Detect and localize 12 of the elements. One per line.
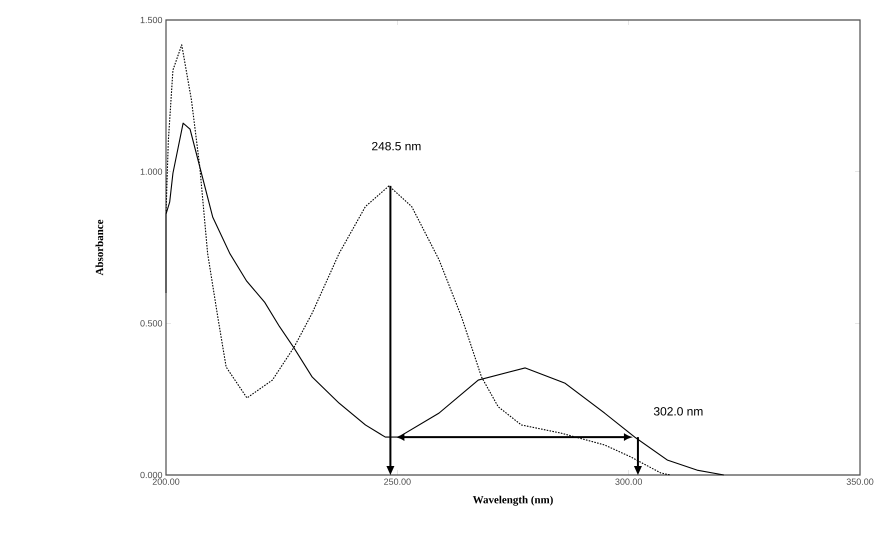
- y-tick-label: 0.500: [140, 320, 162, 327]
- x-tick-label: 350.00: [846, 478, 874, 485]
- x-tick-label: 250.00: [384, 478, 411, 485]
- annotation: 302.0 nm: [654, 407, 702, 416]
- y-tick-label: 0.000: [140, 472, 162, 478]
- y-axis-title: Absorbance: [96, 220, 104, 276]
- annotation: 248.5 nm: [372, 142, 421, 150]
- x-tick-label: 200.00: [152, 478, 180, 485]
- y-tick-label: 1.000: [140, 168, 162, 175]
- y-tick-label: 1.500: [140, 16, 162, 24]
- x-axis-title: Wavelength (nm): [472, 496, 553, 506]
- x-tick-label: 300.00: [615, 478, 642, 485]
